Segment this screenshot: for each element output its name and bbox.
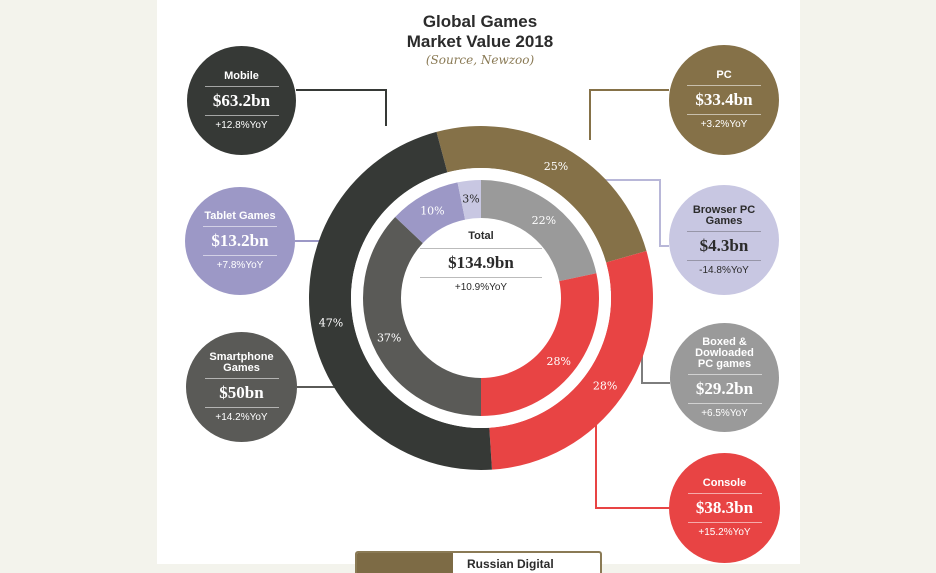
badge-name: Boxed & Dowloaded PC games xyxy=(695,335,754,370)
badge-name: Mobile xyxy=(224,69,259,82)
connector-pc xyxy=(589,89,669,140)
inner-percent-label: 10% xyxy=(420,205,444,218)
badge-smartphone-games: Smartphone Games $50bn +14.2%YoY xyxy=(186,332,297,442)
total-value: $134.9bn xyxy=(420,248,542,273)
badge-yoy: +3.2%YoY xyxy=(700,119,748,130)
inner-percent-label: 37% xyxy=(377,332,401,345)
connector-mobile xyxy=(296,89,387,126)
badge-value: $4.3bn xyxy=(687,230,761,261)
inner-slice-boxed-dowloaded-pc-games xyxy=(481,180,597,282)
badge-pc: PC $33.4bn +3.2%YoY xyxy=(669,45,779,155)
badge-value: $33.4bn xyxy=(687,85,761,115)
total-label: Total xyxy=(468,230,494,242)
inner-percent-label: 28% xyxy=(547,355,571,368)
badge-boxed-downloaded-pc-games: Boxed & Dowloaded PC games $29.2bn +6.5%… xyxy=(670,323,779,432)
publisher-banner: Russian Digital xyxy=(355,551,602,573)
badge-value: $13.2bn xyxy=(203,226,277,256)
banner-text: Russian Digital xyxy=(467,557,554,571)
outer-percent-label: 25% xyxy=(544,160,568,173)
badge-name: Smartphone Games xyxy=(209,350,274,374)
inner-ring xyxy=(351,168,611,428)
chart-source: (Source, Newzoo) xyxy=(425,53,535,67)
badge-yoy: +12.8%YoY xyxy=(215,119,268,131)
total-summary: Total $134.9bn +10.9%YoY xyxy=(420,230,542,293)
inner-slice-browser-pc-games xyxy=(457,180,481,220)
badge-value: $38.3bn xyxy=(687,493,762,523)
connector-console xyxy=(595,420,669,509)
outer-percent-label: 28% xyxy=(593,380,617,393)
chart-title-line1: Global Games xyxy=(422,12,538,31)
inner-slice-tablet-games xyxy=(395,182,466,244)
outer-percent-label: 47% xyxy=(319,317,343,330)
publisher-logo xyxy=(357,553,453,573)
badge-browser-pc-games: Browser PC Games $4.3bn -14.8%YoY xyxy=(669,185,779,295)
inner-slice-console xyxy=(481,273,600,416)
badge-name: Console xyxy=(702,477,747,489)
inner-percent-label: 22% xyxy=(532,214,556,227)
badge-yoy: +7.8%YoY xyxy=(216,260,264,271)
total-yoy: +10.9%YoY xyxy=(420,277,542,293)
outer-ring xyxy=(308,126,653,471)
badge-yoy: +15.2%YoY xyxy=(698,527,751,538)
badge-console: Console $38.3bn +15.2%YoY xyxy=(669,453,780,563)
badge-tablet-games: Tablet Games $13.2bn +7.8%YoY xyxy=(185,187,295,295)
outer-slice-console xyxy=(489,250,653,470)
badge-mobile: Mobile $63.2bn +12.8%YoY xyxy=(187,46,296,155)
badge-value: $29.2bn xyxy=(687,373,762,404)
badge-yoy: +14.2%YoY xyxy=(215,411,268,423)
badge-value: $63.2bn xyxy=(204,85,279,116)
outer-slice-pc xyxy=(436,126,647,263)
badge-yoy: +6.5%YoY xyxy=(701,407,748,419)
inner-percent-label: 3% xyxy=(462,193,479,206)
outer-slice-mobile xyxy=(308,131,492,471)
badge-name: PC xyxy=(716,69,732,81)
badge-yoy: -14.8%YoY xyxy=(699,264,749,276)
badge-value: $50bn xyxy=(204,377,279,408)
chart-title-line2: Market Value 2018 xyxy=(406,32,554,51)
badge-name: Tablet Games xyxy=(204,210,276,222)
inner-slice-smartphone-games xyxy=(363,217,481,416)
percent-labels: 25% 28% 47% 22% 28% 37% 10% 3% xyxy=(319,160,618,393)
badge-name: Browser PC Games xyxy=(692,203,756,227)
